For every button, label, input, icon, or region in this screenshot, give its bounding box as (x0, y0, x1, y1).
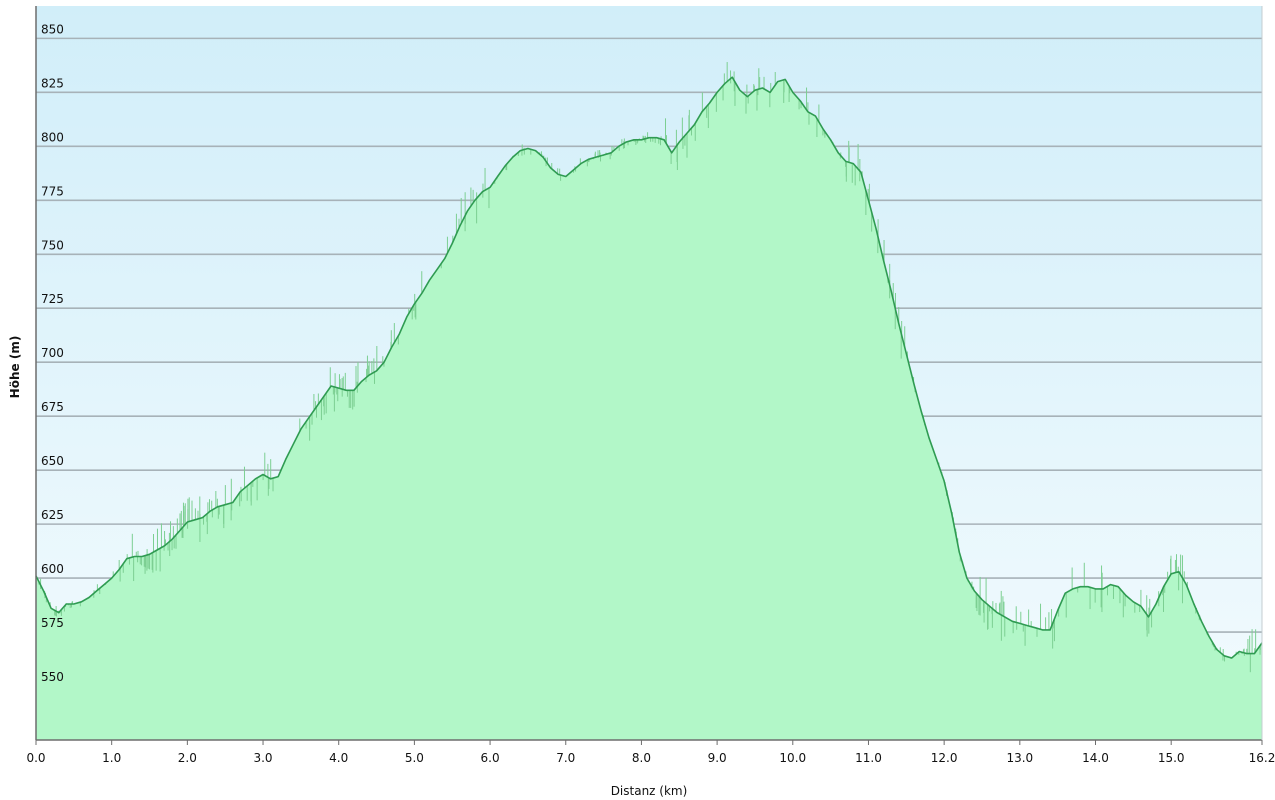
x-tick-label: 0.0 (26, 751, 45, 765)
elevation-line (35, 76, 1263, 659)
x-tick-label: 9.0 (708, 751, 727, 765)
x-tick-label: 12.0 (931, 751, 958, 765)
x-tick-label: 10.0 (779, 751, 806, 765)
x-tick-label: 5.0 (405, 751, 424, 765)
y-tick-label: 775 (41, 184, 64, 198)
x-tick-label: 1.0 (102, 751, 121, 765)
y-tick-label: 600 (41, 562, 64, 576)
x-tick-label: 7.0 (556, 751, 575, 765)
y-tick-label: 625 (41, 508, 64, 522)
x-axis-tick-labels: 0.0 1.0 2.0 3.0 4.0 5.0 6.0 7.0 8.0 9.0 10.0 11.0 12… (26, 751, 1275, 765)
y-tick-label: 550 (41, 670, 64, 684)
x-tick-label: 13.0 (1006, 751, 1033, 765)
x-tick-label: 11.0 (855, 751, 882, 765)
x-tick-label: 3.0 (253, 751, 272, 765)
x-tick-label: 15.0 (1158, 751, 1185, 765)
x-axis-title: Distanz (km) (611, 784, 688, 798)
y-tick-label: 675 (41, 400, 64, 414)
y-tick-label: 800 (41, 130, 64, 144)
y-tick-label: 750 (41, 238, 64, 252)
y-tick-label: 575 (41, 616, 64, 630)
y-axis-title: Höhe (m) (8, 336, 22, 399)
x-tick-label: 16.2 (1249, 751, 1275, 765)
x-tick-label: 4.0 (329, 751, 348, 765)
x-tick-label: 2.0 (178, 751, 197, 765)
y-tick-label: 850 (41, 22, 64, 36)
y-tick-label: 650 (41, 454, 64, 468)
axes (35, 6, 1263, 745)
y-axis-tick-labels: 550 575 600 625 650 675 700 725 750 775 800 825 850 (41, 22, 64, 684)
x-tick-label: 8.0 (632, 751, 651, 765)
x-tick-label: 14.0 (1082, 751, 1109, 765)
y-tick-label: 725 (41, 292, 64, 306)
y-tick-label: 700 (41, 346, 64, 360)
y-tick-label: 825 (41, 76, 64, 90)
x-tick-label: 6.0 (481, 751, 500, 765)
elevation-area-fill (36, 77, 1262, 740)
